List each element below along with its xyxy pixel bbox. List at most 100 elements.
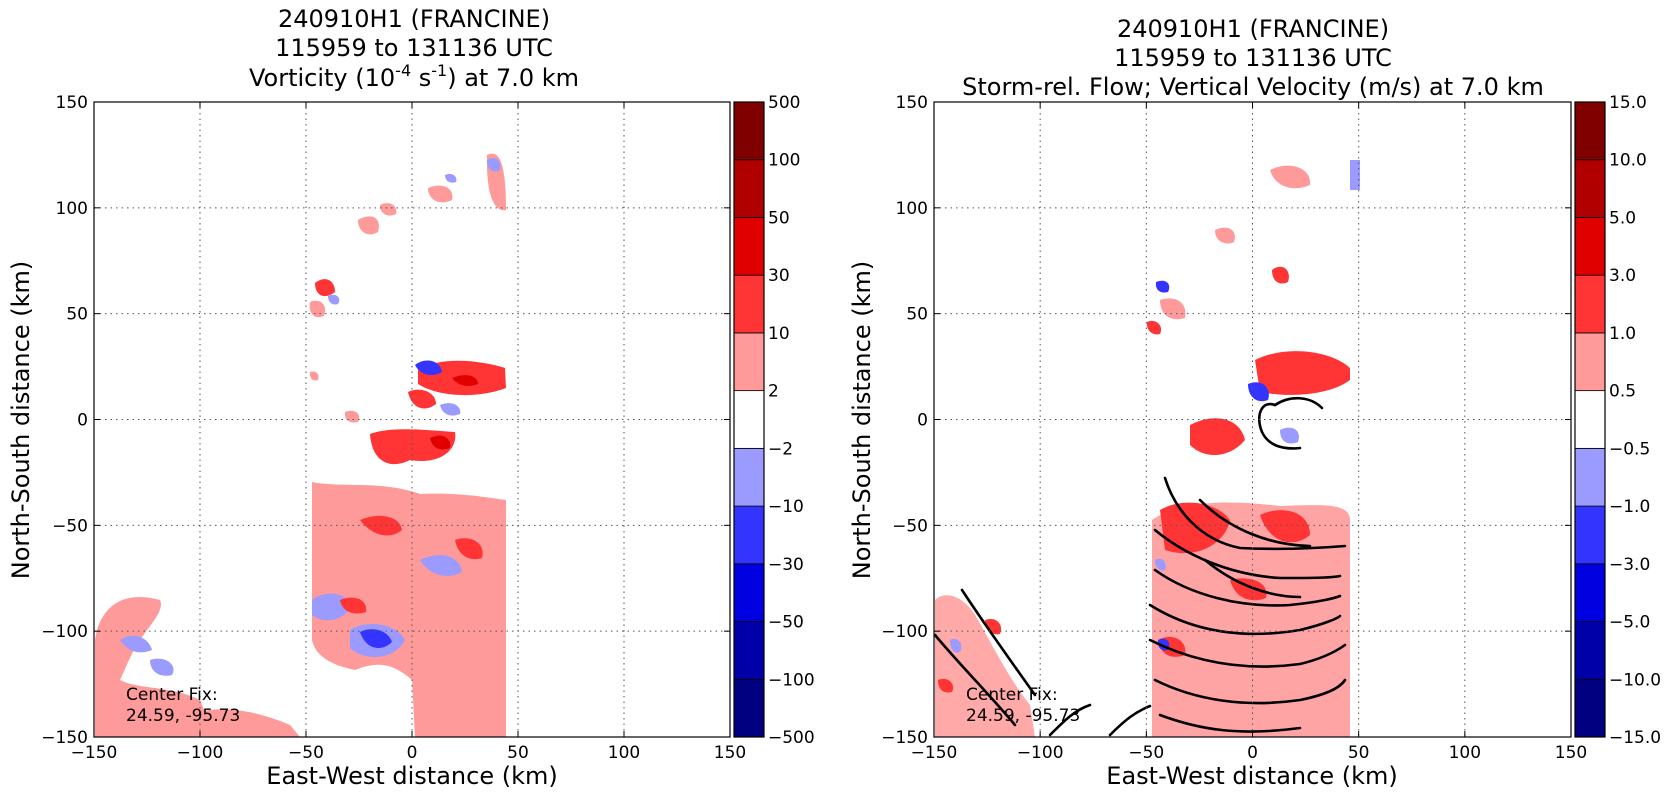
right-colorbar-label: −10.0 <box>1609 670 1661 690</box>
north-patch-r2 <box>1350 160 1360 190</box>
streamline-1 <box>1163 476 1347 551</box>
left-x-tick-label: 100 <box>608 743 640 763</box>
left-x-tick-label: 150 <box>714 743 746 763</box>
south-band-positive-core-r2 <box>1260 510 1310 543</box>
sw-positive-region-r <box>935 595 1035 737</box>
streamline-s-2 <box>1108 704 1152 737</box>
left-colorbar-label: 10 <box>768 324 790 344</box>
left-y-tick-label: 50 <box>66 305 88 325</box>
left-x-tick-label: −50 <box>288 743 324 763</box>
left-colorbar-label: −500 <box>768 728 815 748</box>
south-band-negative-r <box>1155 558 1166 571</box>
right-colorbar-segment <box>1574 217 1606 276</box>
north-patch-9 <box>445 173 457 183</box>
right-colorbar-label: 5.0 <box>1609 208 1636 228</box>
right-y-tick-label: 100 <box>896 199 928 219</box>
left-colorbar-label: 50 <box>768 208 790 228</box>
sw-negative-patch-2 <box>150 658 174 676</box>
left-colorbar-label: −2 <box>768 439 793 459</box>
left-colorbar-segment <box>733 101 765 161</box>
left-title-mid: s <box>411 64 431 92</box>
left-colorbar-segment <box>733 274 765 334</box>
left-colorbar-segment <box>733 159 765 218</box>
left-title-field: Vorticity (10 <box>249 64 395 92</box>
right-colorbar-label: −0.5 <box>1609 439 1650 459</box>
right-y-tick-label: 150 <box>896 93 928 113</box>
left-y-tick-label: −100 <box>41 622 88 642</box>
right-colorbar-segment <box>1574 621 1606 680</box>
streamline-sw-1 <box>960 588 1037 697</box>
streamline-4 <box>1148 603 1342 636</box>
left-title-exp2: -1 <box>431 61 447 80</box>
right-y-tick-label: 0 <box>917 411 928 431</box>
left-x-tick-label: 50 <box>507 743 529 763</box>
right-colorbar-frame <box>1574 101 1606 738</box>
storm-relative-streamlines <box>933 396 1347 737</box>
north-patch-1 <box>315 279 335 297</box>
core-west-positive-r <box>1190 418 1245 456</box>
left-colorbar-frame <box>733 101 765 738</box>
right-colorbar-label: −3.0 <box>1609 555 1650 575</box>
vorticity-field <box>95 153 506 737</box>
left-x-tick-label: −150 <box>71 743 118 763</box>
right-colorbar-segment <box>1574 332 1606 392</box>
right-y-tick-label: −50 <box>892 516 928 536</box>
streamline-core-1 <box>1257 402 1302 450</box>
core-north-negative <box>415 360 442 376</box>
streamline-sw-2 <box>933 633 1017 727</box>
left-title-line-3: Vorticity (10-4 s-1) at 7.0 km <box>249 61 579 92</box>
left-colorbar-label: −30 <box>768 555 804 575</box>
right-center-fix-label: Center Fix: <box>966 685 1058 705</box>
right-x-tick-label: 100 <box>1449 743 1481 763</box>
right-y-axis-label: North-South distance (km) <box>848 261 876 580</box>
streamline-3 <box>1153 568 1342 607</box>
north-patch-r4 <box>1155 280 1170 293</box>
right-x-tick-label: 0 <box>1247 743 1258 763</box>
core-negative-small <box>440 403 461 416</box>
south-band-positive-core-2 <box>340 597 367 614</box>
north-patch-r5 <box>1160 298 1186 320</box>
left-colorbar-segment <box>733 390 765 449</box>
left-colorbar-label: −50 <box>768 613 804 633</box>
left-colorbar-label: 2 <box>768 382 779 402</box>
left-title-line-2: 115959 to 131136 UTC <box>275 34 553 62</box>
left-colorbar-segment <box>733 621 765 680</box>
streamline-2 <box>1153 528 1342 580</box>
right-colorbar-label: 1.0 <box>1609 324 1636 344</box>
north-patch-r3 <box>1215 227 1235 244</box>
left-center-fix-label: Center Fix: <box>126 685 218 705</box>
right-x-tick-label: 150 <box>1555 743 1587 763</box>
left-colorbar-segment <box>733 217 765 276</box>
left-x-tick-label: 0 <box>407 743 418 763</box>
vertical-velocity-field <box>935 160 1360 737</box>
right-center-fix-coords: 24.59, -95.73 <box>966 706 1080 726</box>
right-colorbar-label: 0.5 <box>1609 382 1636 402</box>
sw-positive-core-r <box>938 678 954 693</box>
left-center-fix-coords: 24.59, -95.73 <box>126 706 240 726</box>
right-colorbar-segment <box>1574 447 1606 507</box>
s-positive-strip <box>200 709 300 737</box>
right-colorbar-segment <box>1574 678 1606 738</box>
right-title-line-1: 240910H1 (FRANCINE) <box>1117 15 1389 43</box>
south-band-positive-r <box>1152 502 1350 737</box>
streamline-6 <box>1153 678 1347 705</box>
core-negative-small-r <box>1280 427 1299 444</box>
left-y-axis-label: North-South distance (km) <box>7 261 35 580</box>
right-x-tick-label: −150 <box>911 743 958 763</box>
right-y-tick-label: −100 <box>881 622 928 642</box>
north-patch-8 <box>487 158 501 172</box>
sw-negative-r <box>950 638 962 653</box>
right-colorbar-segment <box>1574 505 1606 565</box>
streamline-5 <box>1148 638 1347 668</box>
right-colorbar-label: −1.0 <box>1609 497 1650 517</box>
south-band-positive-core-3 <box>455 538 483 560</box>
right-colorbar-segment <box>1574 101 1606 161</box>
right-colorbar-segment <box>1574 159 1606 218</box>
vertical-velocity-panel: 240910H1 (FRANCINE) 115959 to 131136 UTC… <box>848 15 1661 790</box>
right-title-line-2: 115959 to 131136 UTC <box>1114 44 1392 72</box>
right-colorbar: −15.0 −10.0 −5.0 −3.0 −1.0 −0.5 0.5 1.0 3.0 5.0 10… <box>1574 93 1661 748</box>
right-ticks: −150 −100 −50 0 50 100 150 −150 −100 −50 0 50 100 150 <box>881 93 1587 763</box>
right-x-tick-label: −50 <box>1128 743 1164 763</box>
core-south-positive-core <box>430 435 451 450</box>
